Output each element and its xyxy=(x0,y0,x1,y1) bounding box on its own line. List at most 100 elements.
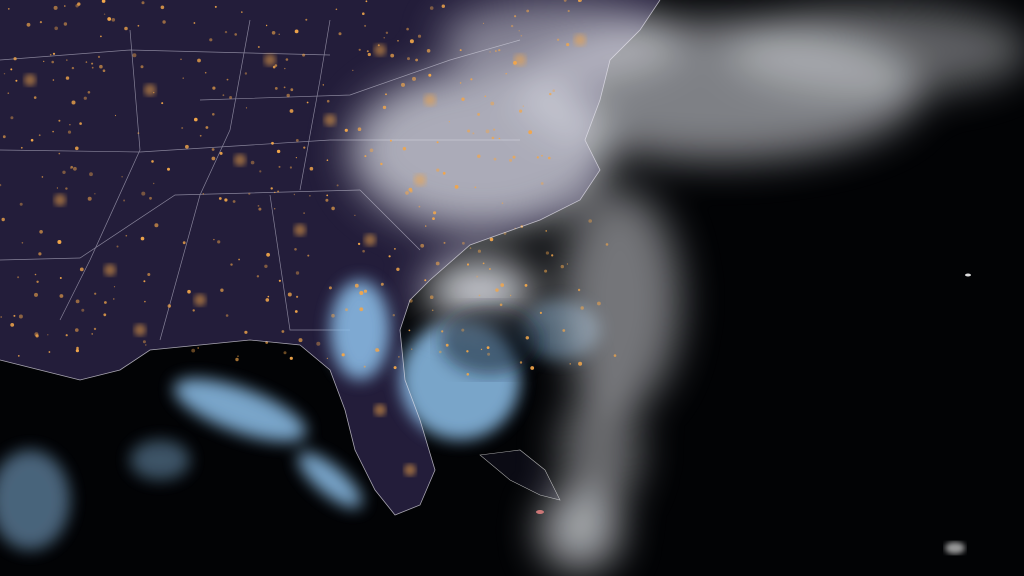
city-light xyxy=(274,191,276,194)
city-light xyxy=(441,4,445,8)
city-light xyxy=(498,137,501,140)
city-light xyxy=(91,62,94,65)
city-light xyxy=(307,254,310,257)
city-light xyxy=(294,310,298,313)
city-light xyxy=(287,292,292,297)
city-light xyxy=(578,361,583,366)
city-light xyxy=(102,69,106,72)
city-light xyxy=(64,5,66,7)
city-light xyxy=(13,57,17,61)
city-light xyxy=(209,38,213,42)
city-light xyxy=(454,185,459,189)
city-light xyxy=(17,276,20,279)
city-light xyxy=(94,193,96,195)
land-cuba xyxy=(479,449,561,501)
city-light xyxy=(286,93,290,98)
city-light xyxy=(89,172,93,177)
city-light xyxy=(433,211,437,215)
city-light xyxy=(103,13,106,15)
city-light xyxy=(26,22,31,27)
city-light xyxy=(149,196,152,200)
city-light xyxy=(277,190,280,193)
city-light xyxy=(70,165,73,169)
city-light xyxy=(244,330,248,334)
city-light xyxy=(383,37,385,39)
city-light xyxy=(113,286,116,288)
city-light xyxy=(402,147,407,151)
city-light xyxy=(205,126,209,129)
city-light xyxy=(394,248,396,250)
city-light xyxy=(461,97,465,101)
city-light xyxy=(144,84,156,96)
city-light xyxy=(429,6,434,10)
city-light xyxy=(248,192,251,195)
city-light xyxy=(466,263,470,266)
city-light xyxy=(39,21,43,24)
city-light xyxy=(67,130,72,134)
city-light xyxy=(613,354,617,357)
city-light xyxy=(524,284,528,287)
city-light xyxy=(512,155,516,159)
city-light xyxy=(528,130,533,135)
city-light xyxy=(362,249,365,253)
city-light xyxy=(66,59,68,61)
city-light xyxy=(424,279,427,282)
city-light xyxy=(79,267,84,272)
city-light xyxy=(514,15,517,18)
city-light xyxy=(359,291,364,295)
city-light xyxy=(388,255,391,258)
city-light xyxy=(226,78,229,81)
city-light xyxy=(137,24,140,27)
city-light xyxy=(443,241,446,244)
city-light xyxy=(354,214,356,216)
city-light xyxy=(380,282,384,286)
city-light xyxy=(153,182,155,185)
city-light xyxy=(73,166,77,171)
city-light xyxy=(439,350,442,354)
city-light xyxy=(364,234,376,246)
city-light xyxy=(493,157,497,161)
city-light xyxy=(500,283,505,287)
city-light xyxy=(281,330,285,333)
city-light xyxy=(167,304,171,308)
city-light xyxy=(230,263,233,266)
city-light xyxy=(75,146,79,151)
city-light xyxy=(358,48,361,51)
city-light xyxy=(367,52,371,57)
city-light xyxy=(417,34,422,38)
city-light xyxy=(369,148,374,153)
city-light xyxy=(560,264,564,269)
city-light xyxy=(380,162,383,166)
city-light xyxy=(467,129,471,133)
city-light xyxy=(377,44,380,47)
city-light xyxy=(132,53,137,58)
city-light xyxy=(34,273,37,276)
city-light xyxy=(54,194,66,206)
city-light xyxy=(549,92,552,96)
city-light xyxy=(362,12,365,15)
city-light xyxy=(199,134,202,137)
city-light xyxy=(10,323,15,327)
city-light xyxy=(539,311,543,314)
city-light xyxy=(116,245,119,248)
city-light xyxy=(562,329,566,332)
city-light xyxy=(510,24,514,28)
city-light xyxy=(364,24,367,27)
city-light xyxy=(295,157,297,159)
city-light xyxy=(514,54,526,66)
city-light xyxy=(38,134,41,137)
city-light xyxy=(244,72,248,75)
city-light xyxy=(59,277,62,279)
city-light xyxy=(574,34,586,46)
city-light xyxy=(487,352,491,356)
city-light xyxy=(81,308,85,312)
city-light xyxy=(485,129,490,134)
city-light xyxy=(65,334,68,337)
city-light xyxy=(365,0,368,3)
city-light xyxy=(442,171,446,175)
city-light xyxy=(488,268,491,270)
city-light xyxy=(218,197,222,200)
city-light xyxy=(374,404,386,416)
city-light xyxy=(20,146,23,149)
city-light xyxy=(441,330,444,333)
